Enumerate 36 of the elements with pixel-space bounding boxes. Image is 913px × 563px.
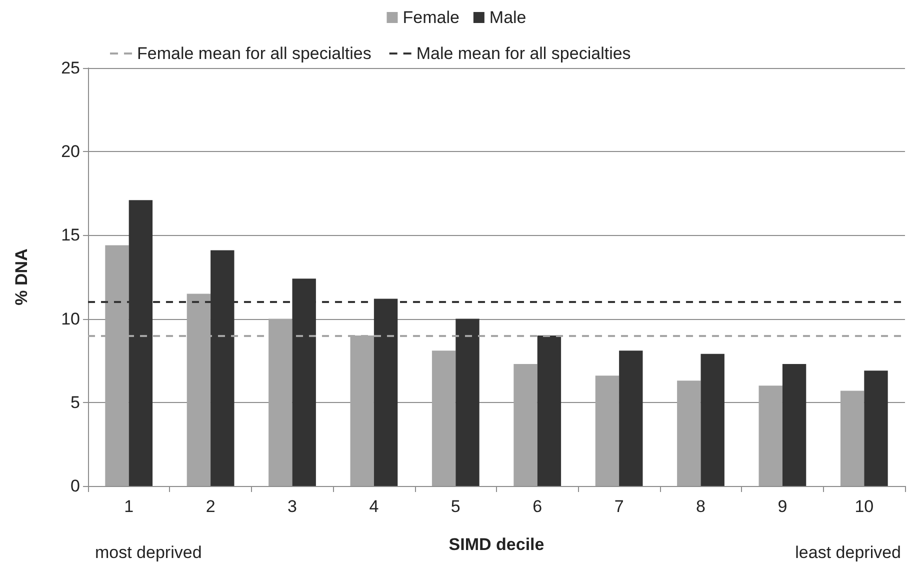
- bar: [595, 376, 620, 486]
- text: least deprived: [795, 543, 901, 562]
- bar: [840, 390, 864, 486]
- legend-label: Female: [402, 8, 460, 27]
- y-axis-title: % DNA: [12, 248, 31, 306]
- x-tick-label: 1: [124, 497, 134, 516]
- y-tick-label: 0: [70, 476, 80, 496]
- bar: [619, 350, 643, 486]
- legend-label: Female mean for all specialties: [137, 44, 372, 63]
- legend-label: Male: [489, 8, 526, 27]
- x-tick-label: 2: [206, 497, 216, 516]
- legend-label: Male mean for all specialties: [416, 44, 631, 63]
- x-tick-label: 9: [778, 497, 788, 516]
- x-axis-title: SIMD decile: [448, 535, 544, 554]
- y-tick-label: 25: [61, 58, 80, 78]
- bar: [432, 350, 456, 486]
- bar: [700, 354, 724, 486]
- bar: [864, 370, 888, 486]
- x-tick-label: 5: [450, 497, 460, 516]
- y-tick-label: 15: [61, 226, 80, 245]
- x-tick-label: 10: [854, 497, 874, 516]
- x-tick-label: 4: [369, 497, 379, 516]
- x-tick-label: 3: [288, 497, 297, 516]
- bar: [514, 364, 538, 486]
- x-tick-label: 7: [614, 497, 624, 516]
- bar: [677, 380, 701, 486]
- x-tick-label: 8: [696, 497, 706, 516]
- text: most deprived: [95, 543, 202, 562]
- bar: [782, 364, 806, 486]
- bar: [456, 318, 480, 486]
- bar: [537, 336, 562, 486]
- x-tick-label: 6: [532, 497, 542, 516]
- y-tick-label: 20: [61, 142, 80, 162]
- y-tick-label: 10: [61, 309, 80, 328]
- bar: [758, 386, 782, 486]
- y-tick-label: 5: [70, 392, 80, 412]
